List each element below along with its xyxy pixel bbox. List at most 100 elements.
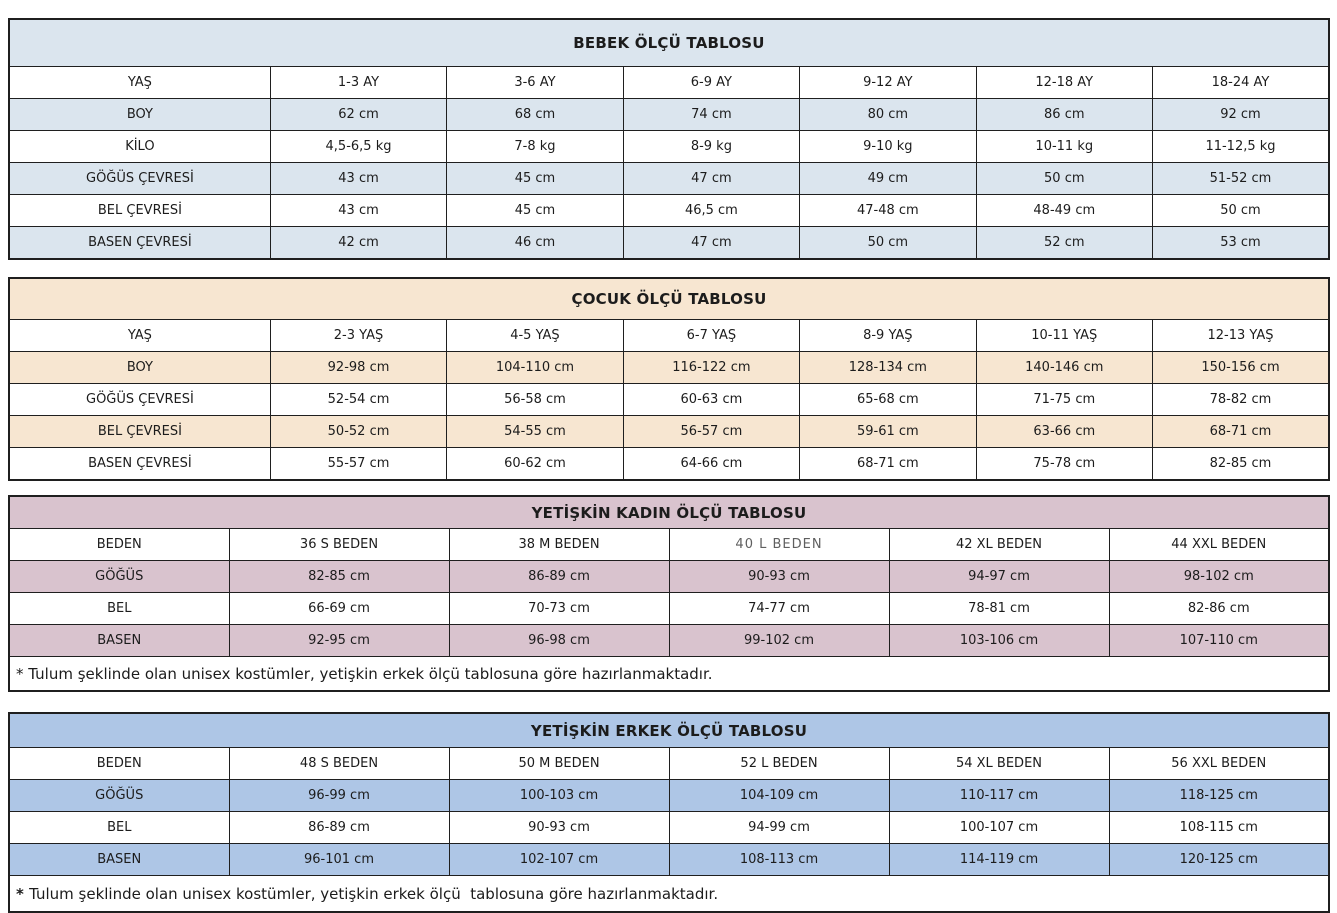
table-cell: 103-106 cm	[888, 624, 1110, 657]
table-cell: 68-71 cm	[1151, 415, 1330, 448]
row-label: GÖĞÜS	[8, 560, 230, 593]
row-label: BEL	[8, 811, 230, 844]
table-footnote-row: * Tulum şeklinde olan unisex kostümler, …	[8, 875, 1330, 913]
footnote-asterisk: *	[16, 664, 29, 683]
table-row: BEL ÇEVRESİ 50-52 cm 54-55 cm 56-57 cm 59-61…	[8, 415, 1330, 448]
row-label: BEL ÇEVRESİ	[8, 194, 271, 227]
table-cell: 104-110 cm	[446, 351, 624, 384]
row-label: YAŞ	[8, 319, 271, 352]
table-cell: 86-89 cm	[228, 811, 450, 844]
table-cell: 6-7 YAŞ	[622, 319, 801, 352]
table-row: BEL 86-89 cm 90-93 cm 94-99 cm 100-107 cm 108…	[8, 811, 1330, 844]
table-cell: 8-9 kg	[622, 130, 801, 163]
table-cell: 68-71 cm	[799, 447, 977, 481]
table-cell: 55-57 cm	[269, 447, 448, 481]
table-cell: 52-54 cm	[269, 383, 448, 416]
table-cell: 36 S BEDEN	[228, 528, 450, 561]
table-erkek: YETİŞKİN ERKEK ÖLÇÜ TABLOSU BEDEN 48 S BED…	[8, 712, 1330, 913]
table-row: BASEN 92-95 cm 96-98 cm 99-102 cm 103-106 cm…	[8, 624, 1330, 657]
table-cell: 128-134 cm	[799, 351, 977, 384]
table-cell: 46 cm	[446, 226, 624, 260]
table-cell: 104-109 cm	[668, 779, 890, 812]
table-cell: 118-125 cm	[1108, 779, 1330, 812]
table-cell: 86 cm	[975, 98, 1153, 131]
table-cell: 94-99 cm	[668, 811, 890, 844]
table-cell: 48 S BEDEN	[228, 747, 450, 780]
table-row: GÖĞÜS 96-99 cm 100-103 cm 104-109 cm 110-117…	[8, 779, 1330, 812]
table-cell: 92 cm	[1151, 98, 1330, 131]
table-row: YAŞ 2-3 YAŞ 4-5 YAŞ 6-7 YAŞ 8-9 YAŞ 10-11 YAŞ…	[8, 319, 1330, 352]
table-cell: 6-9 AY	[622, 66, 801, 99]
table-cell: 53 cm	[1151, 226, 1330, 260]
table-row: KİLO 4,5-6,5 kg 7-8 kg 8-9 kg 9-10 kg 10-11 k…	[8, 130, 1330, 163]
table-cell: 40 L BEDEN	[668, 528, 890, 561]
table-row: GÖĞÜS ÇEVRESİ 52-54 cm 56-58 cm 60-63 cm 65-…	[8, 383, 1330, 416]
table-cell: 4,5-6,5 kg	[269, 130, 448, 163]
table-title-row: ÇOCUK ÖLÇÜ TABLOSU	[8, 277, 1330, 320]
table-cell: 50 cm	[799, 226, 977, 260]
row-label: BEL	[8, 592, 230, 625]
table-title-row: BEBEK ÖLÇÜ TABLOSU	[8, 18, 1330, 67]
table-cell: 110-117 cm	[888, 779, 1110, 812]
table-kadin: YETİŞKİN KADIN ÖLÇÜ TABLOSU BEDEN 36 S BED…	[8, 495, 1330, 692]
table-cell: 54 XL BEDEN	[888, 747, 1110, 780]
table-cell: 60-63 cm	[622, 383, 801, 416]
row-label: BOY	[8, 351, 271, 384]
table-title: YETİŞKİN ERKEK ÖLÇÜ TABLOSU	[8, 712, 1330, 748]
table-cell: 92-98 cm	[269, 351, 448, 384]
table-cell: 42 cm	[269, 226, 448, 260]
table-cell: 107-110 cm	[1108, 624, 1330, 657]
row-label: BEDEN	[8, 747, 230, 780]
row-label: BASEN ÇEVRESİ	[8, 226, 271, 260]
table-cell: 100-107 cm	[888, 811, 1110, 844]
table-cell: 65-68 cm	[799, 383, 977, 416]
row-label: BASEN ÇEVRESİ	[8, 447, 271, 481]
row-label: BEL ÇEVRESİ	[8, 415, 271, 448]
table-cell: 86-89 cm	[448, 560, 670, 593]
table-cell: 96-98 cm	[448, 624, 670, 657]
table-cell: 12-13 YAŞ	[1151, 319, 1330, 352]
table-cell: 59-61 cm	[799, 415, 977, 448]
table-cell: 47 cm	[622, 226, 801, 260]
table-row: BEL ÇEVRESİ 43 cm 45 cm 46,5 cm 47-48 cm 48-4…	[8, 194, 1330, 227]
row-label: BASEN	[8, 624, 230, 657]
table-title-row: YETİŞKİN KADIN ÖLÇÜ TABLOSU	[8, 495, 1330, 529]
table-cell: 43 cm	[269, 162, 448, 195]
table-cell: 45 cm	[446, 162, 624, 195]
table-cell: 7-8 kg	[446, 130, 624, 163]
table-cell: 2-3 YAŞ	[269, 319, 448, 352]
table-cell: 42 XL BEDEN	[888, 528, 1110, 561]
table-cell: 96-101 cm	[228, 843, 450, 876]
table-cell: 47 cm	[622, 162, 801, 195]
table-cell: 10-11 YAŞ	[975, 319, 1153, 352]
table-cell: 120-125 cm	[1108, 843, 1330, 876]
table-cell: 1-3 AY	[269, 66, 448, 99]
table-cell: 8-9 YAŞ	[799, 319, 977, 352]
table-cell: 116-122 cm	[622, 351, 801, 384]
table-cell: 11-12,5 kg	[1151, 130, 1330, 163]
table-cell: 49 cm	[799, 162, 977, 195]
row-label: BEDEN	[8, 528, 230, 561]
table-cell: 98-102 cm	[1108, 560, 1330, 593]
table-cell: 46,5 cm	[622, 194, 801, 227]
table-cell: 3-6 AY	[446, 66, 624, 99]
table-cell: 64-66 cm	[622, 447, 801, 481]
table-cell: 140-146 cm	[975, 351, 1153, 384]
table-cell: 74-77 cm	[668, 592, 890, 625]
table-cell: 82-85 cm	[228, 560, 450, 593]
row-label: KİLO	[8, 130, 271, 163]
row-label: BOY	[8, 98, 271, 131]
table-cell: 4-5 YAŞ	[446, 319, 624, 352]
table-cell: 50-52 cm	[269, 415, 448, 448]
table-row: YAŞ 1-3 AY 3-6 AY 6-9 AY 9-12 AY 12-18 AY 18-2…	[8, 66, 1330, 99]
table-cell: 47-48 cm	[799, 194, 977, 227]
table-cell: 45 cm	[446, 194, 624, 227]
table-title-row: YETİŞKİN ERKEK ÖLÇÜ TABLOSU	[8, 712, 1330, 748]
row-label: GÖĞÜS ÇEVRESİ	[8, 383, 271, 416]
table-cell: 150-156 cm	[1151, 351, 1330, 384]
table-cell: 82-85 cm	[1151, 447, 1330, 481]
table-cell: 78-82 cm	[1151, 383, 1330, 416]
table-cell: 63-66 cm	[975, 415, 1153, 448]
table-cell: 38 M BEDEN	[448, 528, 670, 561]
